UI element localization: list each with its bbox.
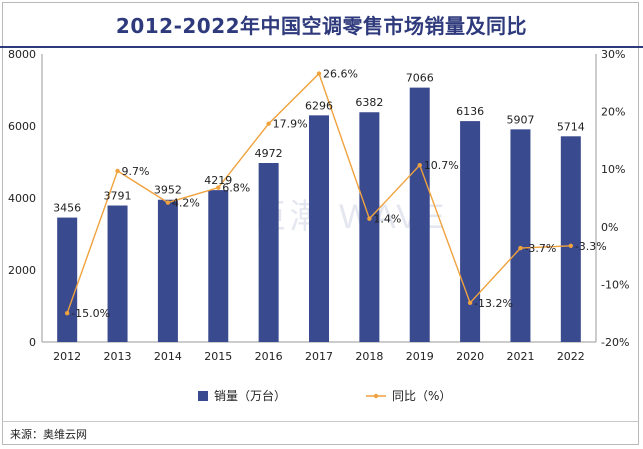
right-tick-label: -20% xyxy=(601,336,629,349)
yoy-value-label: 17.9% xyxy=(273,118,308,131)
yoy-value-label: -3.7% xyxy=(524,242,556,255)
yoy-point xyxy=(367,216,372,221)
yoy-point xyxy=(266,121,271,126)
right-tick-label: 20% xyxy=(601,106,625,119)
legend-bar-swatch xyxy=(198,391,208,401)
yoy-point xyxy=(115,168,120,174)
bar xyxy=(157,199,178,342)
bar-value-label: 6136 xyxy=(456,105,484,118)
x-tick-label: 2018 xyxy=(355,350,383,363)
bar xyxy=(107,205,128,342)
bar xyxy=(409,87,430,343)
yoy-value-label: 9.7% xyxy=(122,165,150,178)
x-tick-label: 2014 xyxy=(154,350,182,363)
x-tick-label: 2016 xyxy=(255,350,283,363)
bar-value-label: 5907 xyxy=(506,113,534,126)
yoy-value-label: -15.0% xyxy=(71,307,110,320)
legend-line-label: 同比（%） xyxy=(392,389,451,403)
left-tick-label: 4000 xyxy=(8,192,36,205)
yoy-value-label: 4.2% xyxy=(172,197,200,210)
x-tick-label: 2019 xyxy=(406,350,434,363)
bar-value-label: 4219 xyxy=(204,174,232,187)
left-tick-label: 2000 xyxy=(8,264,36,277)
right-tick-label: 0% xyxy=(601,221,618,234)
left-tick-label: 8000 xyxy=(8,48,36,61)
bar xyxy=(460,121,481,342)
left-tick-label: 6000 xyxy=(8,120,36,133)
legend-bar-label: 销量（万台） xyxy=(214,388,286,403)
yoy-value-label: 10.7% xyxy=(424,159,459,172)
source-note: 来源：奥维云网 xyxy=(10,428,87,441)
x-tick-label: 2021 xyxy=(506,350,534,363)
x-tick-label: 2012 xyxy=(53,350,81,363)
yoy-point xyxy=(165,200,171,205)
bar xyxy=(359,112,380,342)
bar xyxy=(208,190,229,342)
bar xyxy=(309,115,329,343)
bar xyxy=(510,129,531,342)
bar-value-label: 6382 xyxy=(355,96,383,109)
title-divider xyxy=(0,46,643,48)
bar-value-label: 7066 xyxy=(406,72,434,85)
x-tick-label: 2020 xyxy=(456,350,484,363)
bar-value-label: 3456 xyxy=(53,202,81,215)
right-tick-label: 30% xyxy=(601,48,625,61)
yoy-value-label: -3.3% xyxy=(575,240,607,253)
x-tick-label: 2022 xyxy=(557,350,585,363)
yoy-point xyxy=(518,245,523,251)
yoy-value-label: 26.6% xyxy=(323,68,358,81)
yoy-point xyxy=(64,311,70,316)
x-tick-label: 2015 xyxy=(204,350,232,363)
x-tick-label: 2013 xyxy=(104,350,132,363)
bar-value-label: 5714 xyxy=(557,120,585,133)
right-tick-label: 10% xyxy=(601,163,625,176)
yoy-point xyxy=(316,71,322,76)
x-tick-label: 2017 xyxy=(305,350,333,363)
chart-frame xyxy=(2,2,639,445)
yoy-value-label: 1.4% xyxy=(373,213,401,226)
bar-value-label: 4972 xyxy=(255,147,283,160)
chart-title: 2012-2022年中国空调零售市场销量及同比 xyxy=(115,14,528,38)
yoy-value-label: 6.8% xyxy=(222,182,250,195)
source-divider xyxy=(2,421,639,422)
yoy-point xyxy=(568,243,574,249)
left-tick-label: 0 xyxy=(29,336,36,349)
bar xyxy=(560,136,581,342)
right-tick-label: -10% xyxy=(601,278,629,291)
bar xyxy=(57,217,78,342)
yoy-value-label: -13.2% xyxy=(474,297,513,310)
legend-line-marker xyxy=(373,393,379,399)
bar-value-label: 3952 xyxy=(154,184,182,197)
yoy-point xyxy=(467,300,473,306)
bar-value-label: 3791 xyxy=(104,190,132,203)
yoy-point xyxy=(216,185,221,190)
bar-value-label: 6296 xyxy=(305,99,333,112)
bar xyxy=(258,163,279,342)
yoy-point xyxy=(417,162,422,168)
